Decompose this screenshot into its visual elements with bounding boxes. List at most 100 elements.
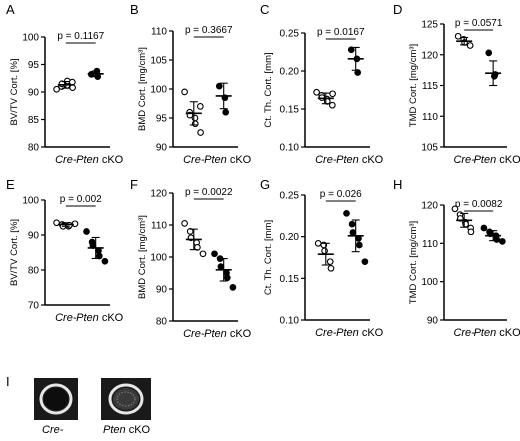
data-point-cre	[326, 258, 334, 266]
data-point-pten-cko	[348, 220, 356, 228]
p-value-label: p = 0.1167	[57, 31, 104, 42]
y-tick-label: 105	[421, 143, 438, 154]
y-tick-label: 100	[421, 277, 438, 288]
y-tick-label: 120	[421, 50, 438, 61]
panel-d: D 105 110 115 120 125 TMD Cort. [mg/cm³] Cre-Pt…	[393, 2, 520, 166]
x-label-suffix: cKO	[230, 328, 252, 340]
y-tick-label: 0.10	[280, 143, 300, 154]
p-value-label: p = 0.0571	[455, 18, 503, 29]
data-point-cre	[197, 129, 204, 136]
data-point-cre	[199, 250, 207, 258]
data-point-pten-cko	[355, 241, 363, 249]
x-label-gene: Pten	[336, 327, 362, 339]
x-label-cre: Cre-	[453, 327, 475, 339]
ct-pten-bone-ring	[101, 378, 151, 420]
y-axis-label: Ct. Th. Cort. [mm]	[263, 52, 274, 127]
x-label-pten-cko: Pten cKO	[204, 328, 252, 340]
panel-letter-g: G	[260, 177, 270, 192]
y-axis-label: Ct. Th. Cort. [mm]	[263, 220, 274, 295]
x-label-pten-cko: Pten cKO	[76, 154, 124, 166]
ct-cre-bone-ring	[34, 378, 78, 420]
panel-e: E 70 80 90 100 BV/TV Cort. [%] Cre- Pten cKO p =…	[6, 177, 124, 324]
y-tick-label: 0.15	[280, 274, 300, 285]
data-point-pten-cko	[343, 209, 350, 217]
y-tick-label: 100	[22, 196, 39, 207]
data-point-cre	[196, 103, 204, 110]
data-point-pten-cko	[485, 49, 493, 57]
data-point-cre	[314, 239, 322, 247]
panel-letter-i: I	[6, 374, 10, 389]
panel-g: G 0.10 0.15 0.20 0.25 Ct. Th. Cort. [mm] Cre- P…	[260, 177, 384, 339]
x-label-cre: Cre-	[55, 312, 77, 324]
data-point-cre	[313, 88, 320, 96]
y-tick-label: 110	[422, 239, 438, 250]
x-label-pten-cko: Pten cKO	[336, 327, 384, 339]
p-value-label: p = 0.0022	[185, 187, 233, 198]
x-label-cre: Cre-	[55, 154, 77, 166]
panel-letter-c: C	[260, 2, 269, 17]
data-point-pten-cko	[95, 247, 102, 255]
x-label-cre: Cre-	[183, 328, 205, 340]
x-label-suffix: cKO	[102, 154, 124, 166]
data-point-cre	[191, 114, 199, 122]
data-point-pten-cko	[361, 258, 369, 266]
data-point-pten-cko	[101, 257, 109, 265]
data-point-cre	[186, 228, 194, 235]
y-axis-label: BMD Cort. [mg/cm³]	[137, 215, 148, 299]
p-value-label: p = 0.026	[320, 189, 362, 200]
x-label-suffix: cKO	[499, 327, 520, 339]
data-point-cre	[321, 247, 328, 255]
data-point-cre	[181, 88, 188, 96]
y-tick-label: 120	[421, 201, 438, 212]
y-axis-label: TMD Cort. [mg/cm³]	[408, 44, 419, 127]
x-label-gene: Pten	[204, 154, 230, 166]
y-tick-label: 90	[156, 285, 168, 296]
y-tick-label: 70	[28, 301, 40, 312]
ct-image-cre	[34, 378, 78, 420]
y-tick-label: 90	[427, 316, 439, 327]
data-point-pten-cko	[83, 228, 90, 235]
y-tick-label: 90	[156, 143, 168, 154]
x-label-gene: Pten	[474, 327, 500, 339]
x-label-gene: Pten	[336, 154, 362, 166]
y-tick-label: 80	[28, 266, 40, 277]
panel-letter-b: B	[130, 2, 139, 17]
y-tick-label: 0.25	[280, 29, 300, 40]
data-point-cre	[327, 264, 335, 272]
y-tick-label: 110	[422, 112, 438, 123]
y-tick-label: 80	[156, 317, 168, 328]
x-label-gene: Pten	[474, 154, 500, 166]
y-tick-label: 85	[28, 115, 40, 126]
y-tick-label: 95	[156, 114, 168, 125]
data-point-pten-cko	[222, 108, 230, 116]
y-axis-label: TMD Cort. [mg/cm³]	[408, 221, 419, 304]
ct-image-pten-cko	[101, 378, 151, 420]
x-label-cre: Cre-	[315, 327, 337, 339]
x-label-suffix: cKO	[362, 327, 384, 339]
data-point-cre	[466, 42, 474, 49]
p-value-label: p = 0.0082	[455, 199, 503, 210]
data-point-pten-cko	[498, 238, 506, 245]
y-tick-label: 0.25	[280, 191, 300, 202]
x-label-suffix: cKO	[362, 154, 384, 166]
x-label-cre: Cre-	[453, 154, 475, 166]
panel-letter-a: A	[6, 2, 15, 17]
data-point-pten-cko	[229, 284, 237, 291]
y-tick-label: 110	[151, 221, 167, 232]
data-point-pten-cko	[215, 82, 223, 90]
data-point-pten-cko	[480, 224, 488, 232]
y-tick-label: 120	[150, 189, 167, 200]
data-point-pten-cko	[347, 46, 355, 54]
data-point-cre	[194, 244, 201, 251]
ct-label-pten-cko: Pten cKO	[103, 424, 151, 436]
data-point-cre	[328, 101, 336, 109]
y-axis-label: BV/TV Cort. [%]	[9, 58, 20, 125]
panel-letter-f: F	[130, 177, 138, 192]
panel-a: A 80 85 90 95 100 BV/TV Cort. [%] Cre- Pten cKO p…	[6, 2, 124, 166]
x-label-pten-cko: Pten cKO	[474, 154, 520, 166]
y-tick-label: 95	[28, 60, 40, 71]
x-label-pten-cko: Pten cKO	[204, 154, 252, 166]
data-point-pten-cko	[211, 250, 218, 258]
x-label-cre: Cre-	[315, 154, 337, 166]
